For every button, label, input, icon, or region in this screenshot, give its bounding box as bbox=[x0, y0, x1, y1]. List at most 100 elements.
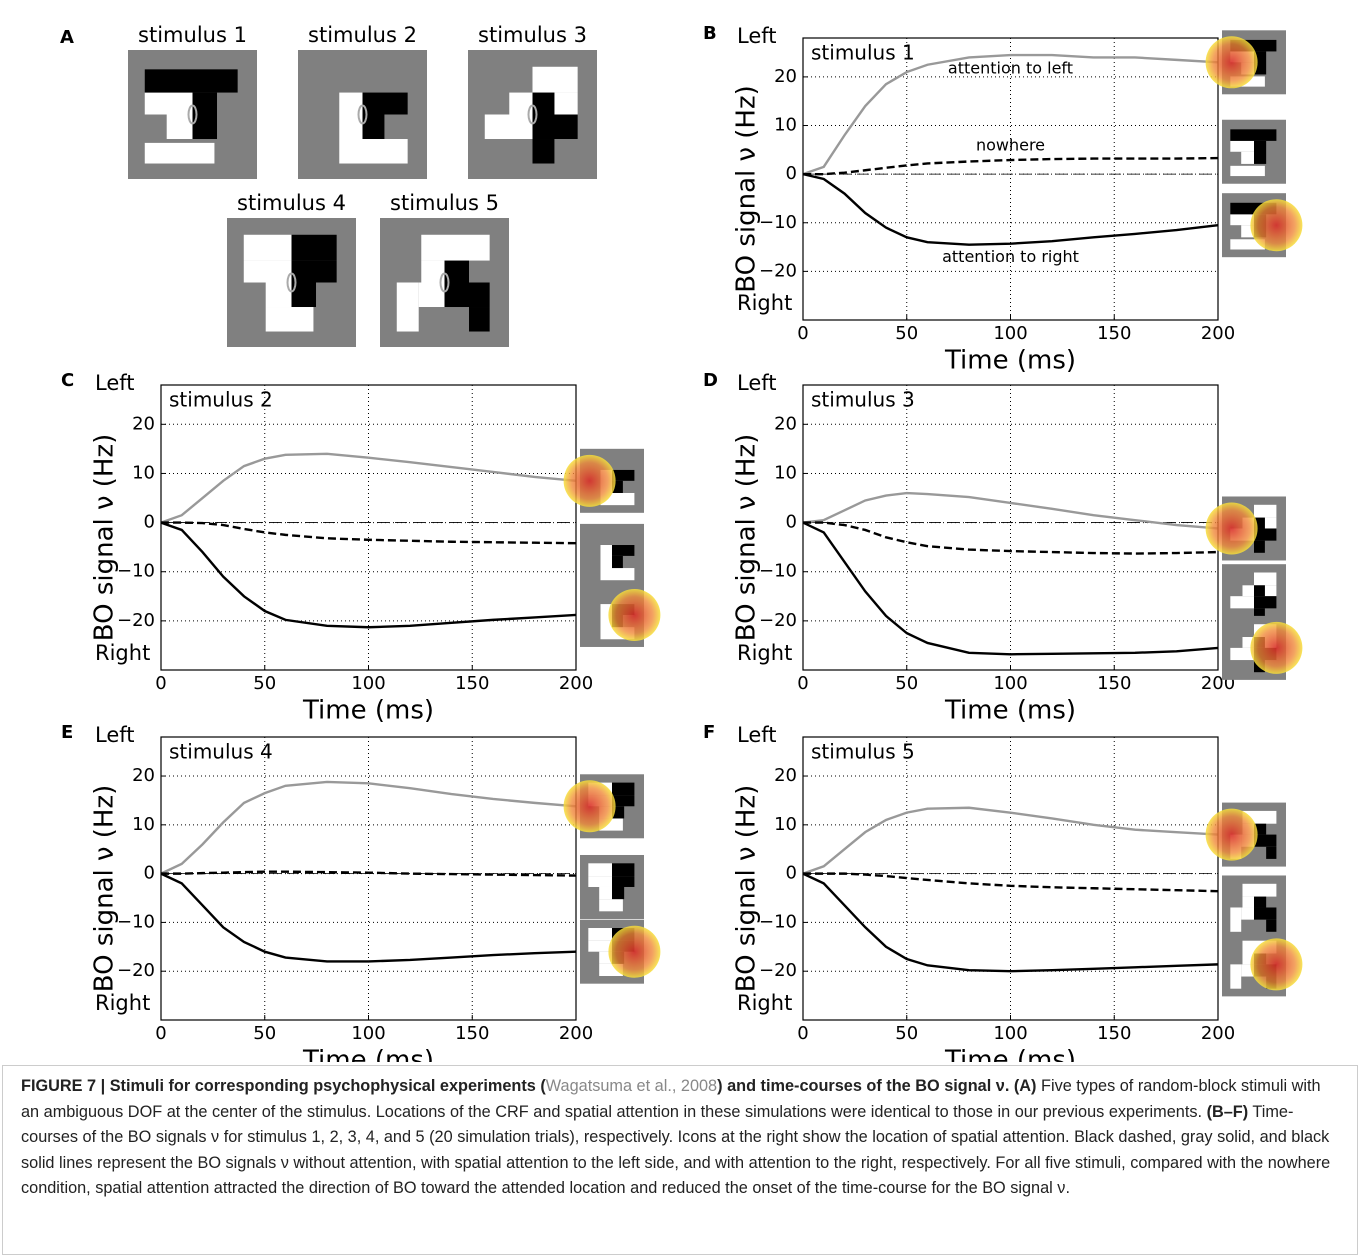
white-block bbox=[1230, 140, 1254, 152]
y-top-label: Left bbox=[737, 24, 777, 48]
y-bottom-label: Right bbox=[95, 991, 150, 1015]
caption-title: ) and time-courses of the BO signal ν. bbox=[717, 1077, 1010, 1095]
white-block bbox=[1242, 896, 1254, 908]
white-block bbox=[243, 260, 292, 283]
stimulus-title: stimulus 3 bbox=[478, 23, 587, 47]
x-tick-label: 100 bbox=[351, 673, 385, 694]
y-bottom-label: Right bbox=[737, 641, 792, 665]
white-block bbox=[265, 307, 314, 332]
x-tick-label: 50 bbox=[895, 1023, 918, 1044]
white-block bbox=[1241, 907, 1254, 920]
black-block bbox=[612, 863, 635, 877]
chart-title: stimulus 4 bbox=[169, 740, 273, 764]
stimulus-title: stimulus 5 bbox=[390, 191, 499, 215]
black-block bbox=[1254, 596, 1277, 609]
series-annotation: nowhere bbox=[976, 136, 1045, 155]
x-axis-title: Time (ms) bbox=[944, 346, 1076, 376]
data-line bbox=[161, 521, 577, 545]
y-tick-label: −20 bbox=[759, 610, 797, 631]
caption: FIGURE 7 | Stimuli for corresponding psy… bbox=[2, 1065, 1358, 1255]
white-block bbox=[599, 886, 612, 900]
y-axis-title: BO signal ν (Hz) bbox=[732, 85, 762, 293]
white-block bbox=[396, 282, 419, 332]
x-tick-label: 200 bbox=[1201, 1023, 1235, 1044]
y-tick-label: 20 bbox=[774, 413, 797, 434]
white-block bbox=[600, 604, 612, 640]
black-block bbox=[1254, 823, 1267, 835]
data-line bbox=[160, 452, 577, 524]
y-bottom-label: Right bbox=[737, 291, 792, 315]
y-tick-label: 0 bbox=[144, 863, 155, 884]
data-line bbox=[160, 872, 577, 963]
white-block bbox=[243, 234, 292, 261]
y-tick-label: 20 bbox=[774, 66, 797, 87]
y-tick-label: −20 bbox=[759, 260, 797, 281]
black-block bbox=[1254, 517, 1265, 529]
black-block bbox=[612, 469, 635, 481]
x-tick-label: 50 bbox=[253, 673, 276, 694]
white-block bbox=[1242, 585, 1254, 597]
black-block bbox=[1254, 528, 1277, 541]
black-block bbox=[612, 480, 623, 493]
black-block bbox=[444, 260, 470, 283]
data-line bbox=[803, 156, 1219, 176]
black-block bbox=[1254, 585, 1265, 597]
black-block bbox=[1254, 834, 1277, 847]
y-axis-title: BO signal ν (Hz) bbox=[732, 785, 762, 993]
data-line bbox=[802, 521, 1219, 656]
white-block bbox=[600, 545, 612, 581]
plot-frame bbox=[802, 384, 1219, 671]
white-block bbox=[554, 92, 578, 115]
data-line bbox=[803, 872, 1219, 893]
white-block bbox=[1230, 647, 1254, 661]
x-tick-label: 50 bbox=[253, 1023, 276, 1044]
receptive-field bbox=[357, 104, 368, 125]
y-tick-label: −10 bbox=[117, 561, 155, 582]
white-block bbox=[1264, 517, 1277, 529]
plot-frame bbox=[802, 37, 1219, 321]
data-line bbox=[803, 521, 1219, 555]
chart-title: stimulus 3 bbox=[811, 388, 915, 412]
black-block bbox=[612, 795, 635, 807]
y-top-label: Left bbox=[95, 723, 135, 747]
chart-title: stimulus 5 bbox=[811, 740, 915, 764]
caption-label: (B–F) bbox=[1206, 1102, 1249, 1121]
x-tick-label: 100 bbox=[993, 673, 1027, 694]
white-block bbox=[1242, 883, 1277, 897]
x-tick-label: 150 bbox=[1097, 1023, 1131, 1044]
data-line bbox=[802, 491, 1219, 530]
x-tick-label: 200 bbox=[559, 1023, 593, 1044]
black-block bbox=[612, 782, 635, 796]
black-block bbox=[1230, 129, 1277, 141]
black-block bbox=[469, 307, 490, 332]
white-block bbox=[421, 260, 445, 283]
black-block bbox=[1254, 540, 1265, 553]
black-block bbox=[1254, 896, 1267, 908]
white-block bbox=[362, 139, 408, 164]
white-block bbox=[144, 142, 215, 164]
black-block bbox=[291, 234, 337, 261]
y-top-label: Left bbox=[95, 371, 135, 395]
y-tick-label: 20 bbox=[132, 765, 155, 786]
panel-letter: C bbox=[61, 370, 74, 391]
x-tick-label: 0 bbox=[797, 1023, 808, 1044]
y-tick-label: 0 bbox=[786, 163, 797, 184]
y-tick-label: −10 bbox=[759, 911, 797, 932]
plot-frame bbox=[160, 384, 577, 671]
y-top-label: Left bbox=[737, 371, 777, 395]
white-block bbox=[599, 899, 623, 912]
black-block bbox=[444, 282, 490, 308]
black-block bbox=[1254, 140, 1267, 164]
citation[interactable]: Wagatsuma et al., 2008 bbox=[545, 1077, 718, 1095]
y-tick-label: 20 bbox=[132, 413, 155, 434]
stimulus-title: stimulus 4 bbox=[237, 191, 346, 215]
black-block bbox=[1230, 202, 1277, 215]
data-line bbox=[161, 870, 577, 877]
data-line bbox=[802, 172, 1219, 246]
data-line bbox=[160, 780, 577, 875]
black-block bbox=[532, 139, 555, 164]
black-block bbox=[612, 545, 635, 556]
attention-spot bbox=[608, 925, 661, 978]
y-axis-title: BO signal ν (Hz) bbox=[732, 434, 762, 642]
